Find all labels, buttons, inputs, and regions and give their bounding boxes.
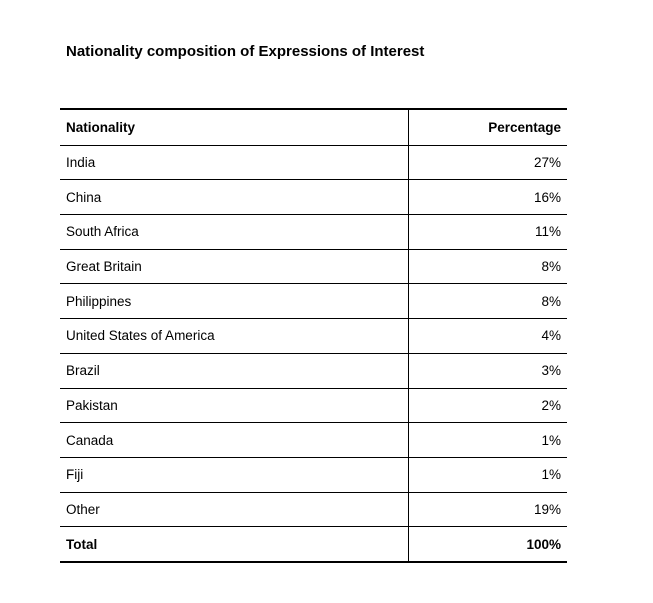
nationality-cell: China (60, 179, 409, 216)
nationality-cell: Brazil (60, 353, 409, 389)
table-row: Fiji 1% (60, 457, 567, 493)
table-row: China 16% (60, 179, 567, 216)
percentage-cell: 16% (408, 179, 567, 216)
nationality-cell: India (60, 145, 409, 181)
table-row: Pakistan 2% (60, 388, 567, 424)
percentage-cell: 19% (408, 492, 567, 528)
table-row: Great Britain 8% (60, 249, 567, 285)
table-row: Total 100% (60, 526, 567, 563)
table-row: United States of America 4% (60, 318, 567, 354)
percentage-cell: 8% (408, 283, 567, 320)
table-row: Brazil 3% (60, 353, 567, 389)
percentage-cell: Percentage (408, 107, 567, 146)
nationality-cell: Nationality (60, 107, 409, 146)
nationality-cell: South Africa (60, 214, 409, 250)
table-row: Philippines 8% (60, 283, 567, 320)
nationality-cell: United States of America (60, 318, 409, 354)
percentage-cell: 100% (408, 526, 567, 563)
nationality-cell: Total (60, 526, 409, 563)
percentage-cell: 8% (408, 249, 567, 285)
nationality-cell: Great Britain (60, 249, 409, 285)
nationality-cell: Canada (60, 422, 409, 458)
percentage-cell: 1% (408, 457, 567, 493)
percentage-cell: 3% (408, 353, 567, 389)
nationality-cell: Pakistan (60, 388, 409, 424)
table-row: South Africa 11% (60, 214, 567, 250)
table: Nationality Percentage India 27% China 16% Sou… (60, 107, 567, 563)
percentage-cell: 1% (408, 422, 567, 458)
percentage-cell: 27% (408, 145, 567, 181)
table-row: India 27% (60, 145, 567, 181)
title: Nationality composition of Expressions o… (66, 43, 425, 60)
percentage-cell: 11% (408, 214, 567, 250)
table-body: Nationality Percentage India 27% China 16% Sou… (60, 107, 567, 563)
table-row: Nationality Percentage (60, 107, 567, 146)
percentage-cell: 4% (408, 318, 567, 354)
nationality-cell: Other (60, 492, 409, 528)
table-row: Canada 1% (60, 422, 567, 458)
percentage-cell: 2% (408, 388, 567, 424)
nationality-cell: Philippines (60, 283, 409, 320)
table-row: Other 19% (60, 492, 567, 528)
nationality-cell: Fiji (60, 457, 409, 493)
